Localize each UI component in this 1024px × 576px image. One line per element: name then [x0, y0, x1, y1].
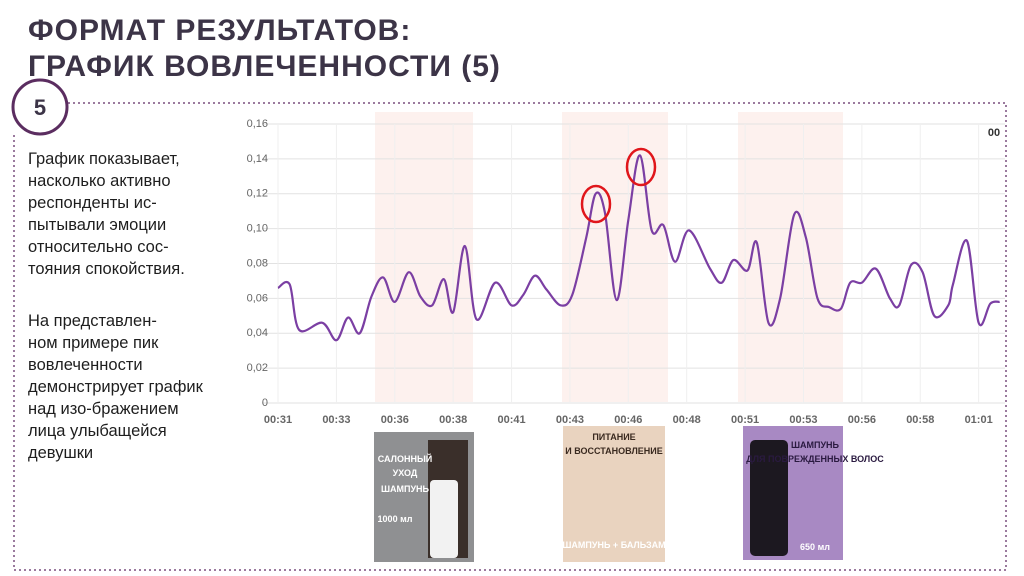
- corner-label: 00: [988, 127, 1000, 139]
- highlight-band: [375, 112, 473, 402]
- text-line: ном примере пик: [28, 334, 159, 352]
- peak-marker: [625, 147, 657, 187]
- x-tick-label: 00:46: [614, 414, 642, 426]
- y-tick-label: 0,16: [247, 118, 268, 130]
- text-line: респонденты ис-: [28, 194, 157, 212]
- badge-number: 5: [34, 95, 46, 120]
- product-image: [563, 426, 665, 562]
- image-text: САЛОННЫЙ: [378, 453, 432, 464]
- plot: 0 0,02 0,04 0,06 0,08 0,10 0,12 0,14 0,16 00:31 00…: [247, 118, 1005, 426]
- image-text: И ВОССТАНОВЛЕНИЕ: [565, 446, 663, 456]
- x-tick-label: 00:43: [556, 414, 584, 426]
- frame: [13, 102, 1007, 571]
- x-tick-label: 00:48: [673, 414, 701, 426]
- text-line: тояния спокойствия.: [28, 260, 185, 278]
- x-tick-label: 00:31: [264, 414, 292, 426]
- image-text: ШАМПУНЬ: [791, 440, 840, 450]
- image-texts: САЛОННЫЙ УХОД ШАМПУНЬ 1000 мл ПИТАНИЕ И ВОССТ…: [378, 432, 885, 552]
- text-line: насколько активно: [28, 172, 171, 190]
- y-tick-label: 0,04: [247, 327, 268, 339]
- image-text: 1000 мл: [378, 514, 413, 524]
- text-line: вовлеченности: [28, 356, 143, 374]
- text-line: над изо-бражением: [28, 400, 179, 418]
- highlight-band: [738, 112, 843, 402]
- title-line: ФОРМАТ РЕЗУЛЬТАТОВ:: [28, 14, 411, 47]
- y-tick-label: 0,10: [247, 223, 268, 235]
- image-text: 650 мл: [800, 542, 830, 552]
- text-line: На представлен-: [28, 312, 157, 330]
- description: График показывает, насколько активно респо…: [28, 150, 204, 462]
- text-line: демонстрирует график: [28, 378, 204, 396]
- x-tick-label: 00:53: [789, 414, 817, 426]
- peak-marker: [580, 184, 612, 224]
- image-text: ШАМПУНЬ + БАЛЬЗАМ: [562, 540, 665, 550]
- y-tick-label: 0,02: [247, 362, 268, 374]
- text-line: пытывали эмоции: [28, 216, 166, 234]
- image-text: УХОД: [393, 468, 418, 478]
- text-line: лица улыбащейся: [28, 422, 167, 440]
- x-tick-label: 00:36: [381, 414, 409, 426]
- y-tick-label: 0: [262, 397, 268, 409]
- text-line: девушки: [28, 444, 93, 462]
- x-tick-label: 00:33: [322, 414, 350, 426]
- y-tick-label: 0,12: [247, 188, 268, 200]
- x-tick-label: 00:56: [848, 414, 876, 426]
- image-bottle: [750, 440, 788, 556]
- y-tick-label: 0,14: [247, 153, 268, 165]
- y-tick-label: 0,06: [247, 292, 268, 304]
- x-tick-label: 00:38: [439, 414, 467, 426]
- highlight-band: [562, 112, 668, 402]
- image-text: ДЛЯ ПОВРЕЖДЕННЫХ ВОЛОС: [746, 454, 884, 464]
- title-line: ГРАФИК ВОВЛЕЧЕННОСТИ (5): [28, 50, 501, 83]
- x-tick-label: 00:41: [497, 414, 525, 426]
- image-bottle: [430, 480, 458, 558]
- x-tick-label: 01:01: [965, 414, 993, 426]
- text-line: относительно сос-: [28, 238, 169, 256]
- image-text: ШАМПУНЬ: [381, 484, 430, 494]
- image-text: ПИТАНИЕ: [592, 432, 635, 442]
- text-line: График показывает,: [28, 150, 180, 168]
- y-tick-label: 0,08: [247, 257, 268, 269]
- badge: [11, 78, 69, 136]
- x-tick-label: 00:58: [906, 414, 934, 426]
- x-tick-label: 00:51: [731, 414, 759, 426]
